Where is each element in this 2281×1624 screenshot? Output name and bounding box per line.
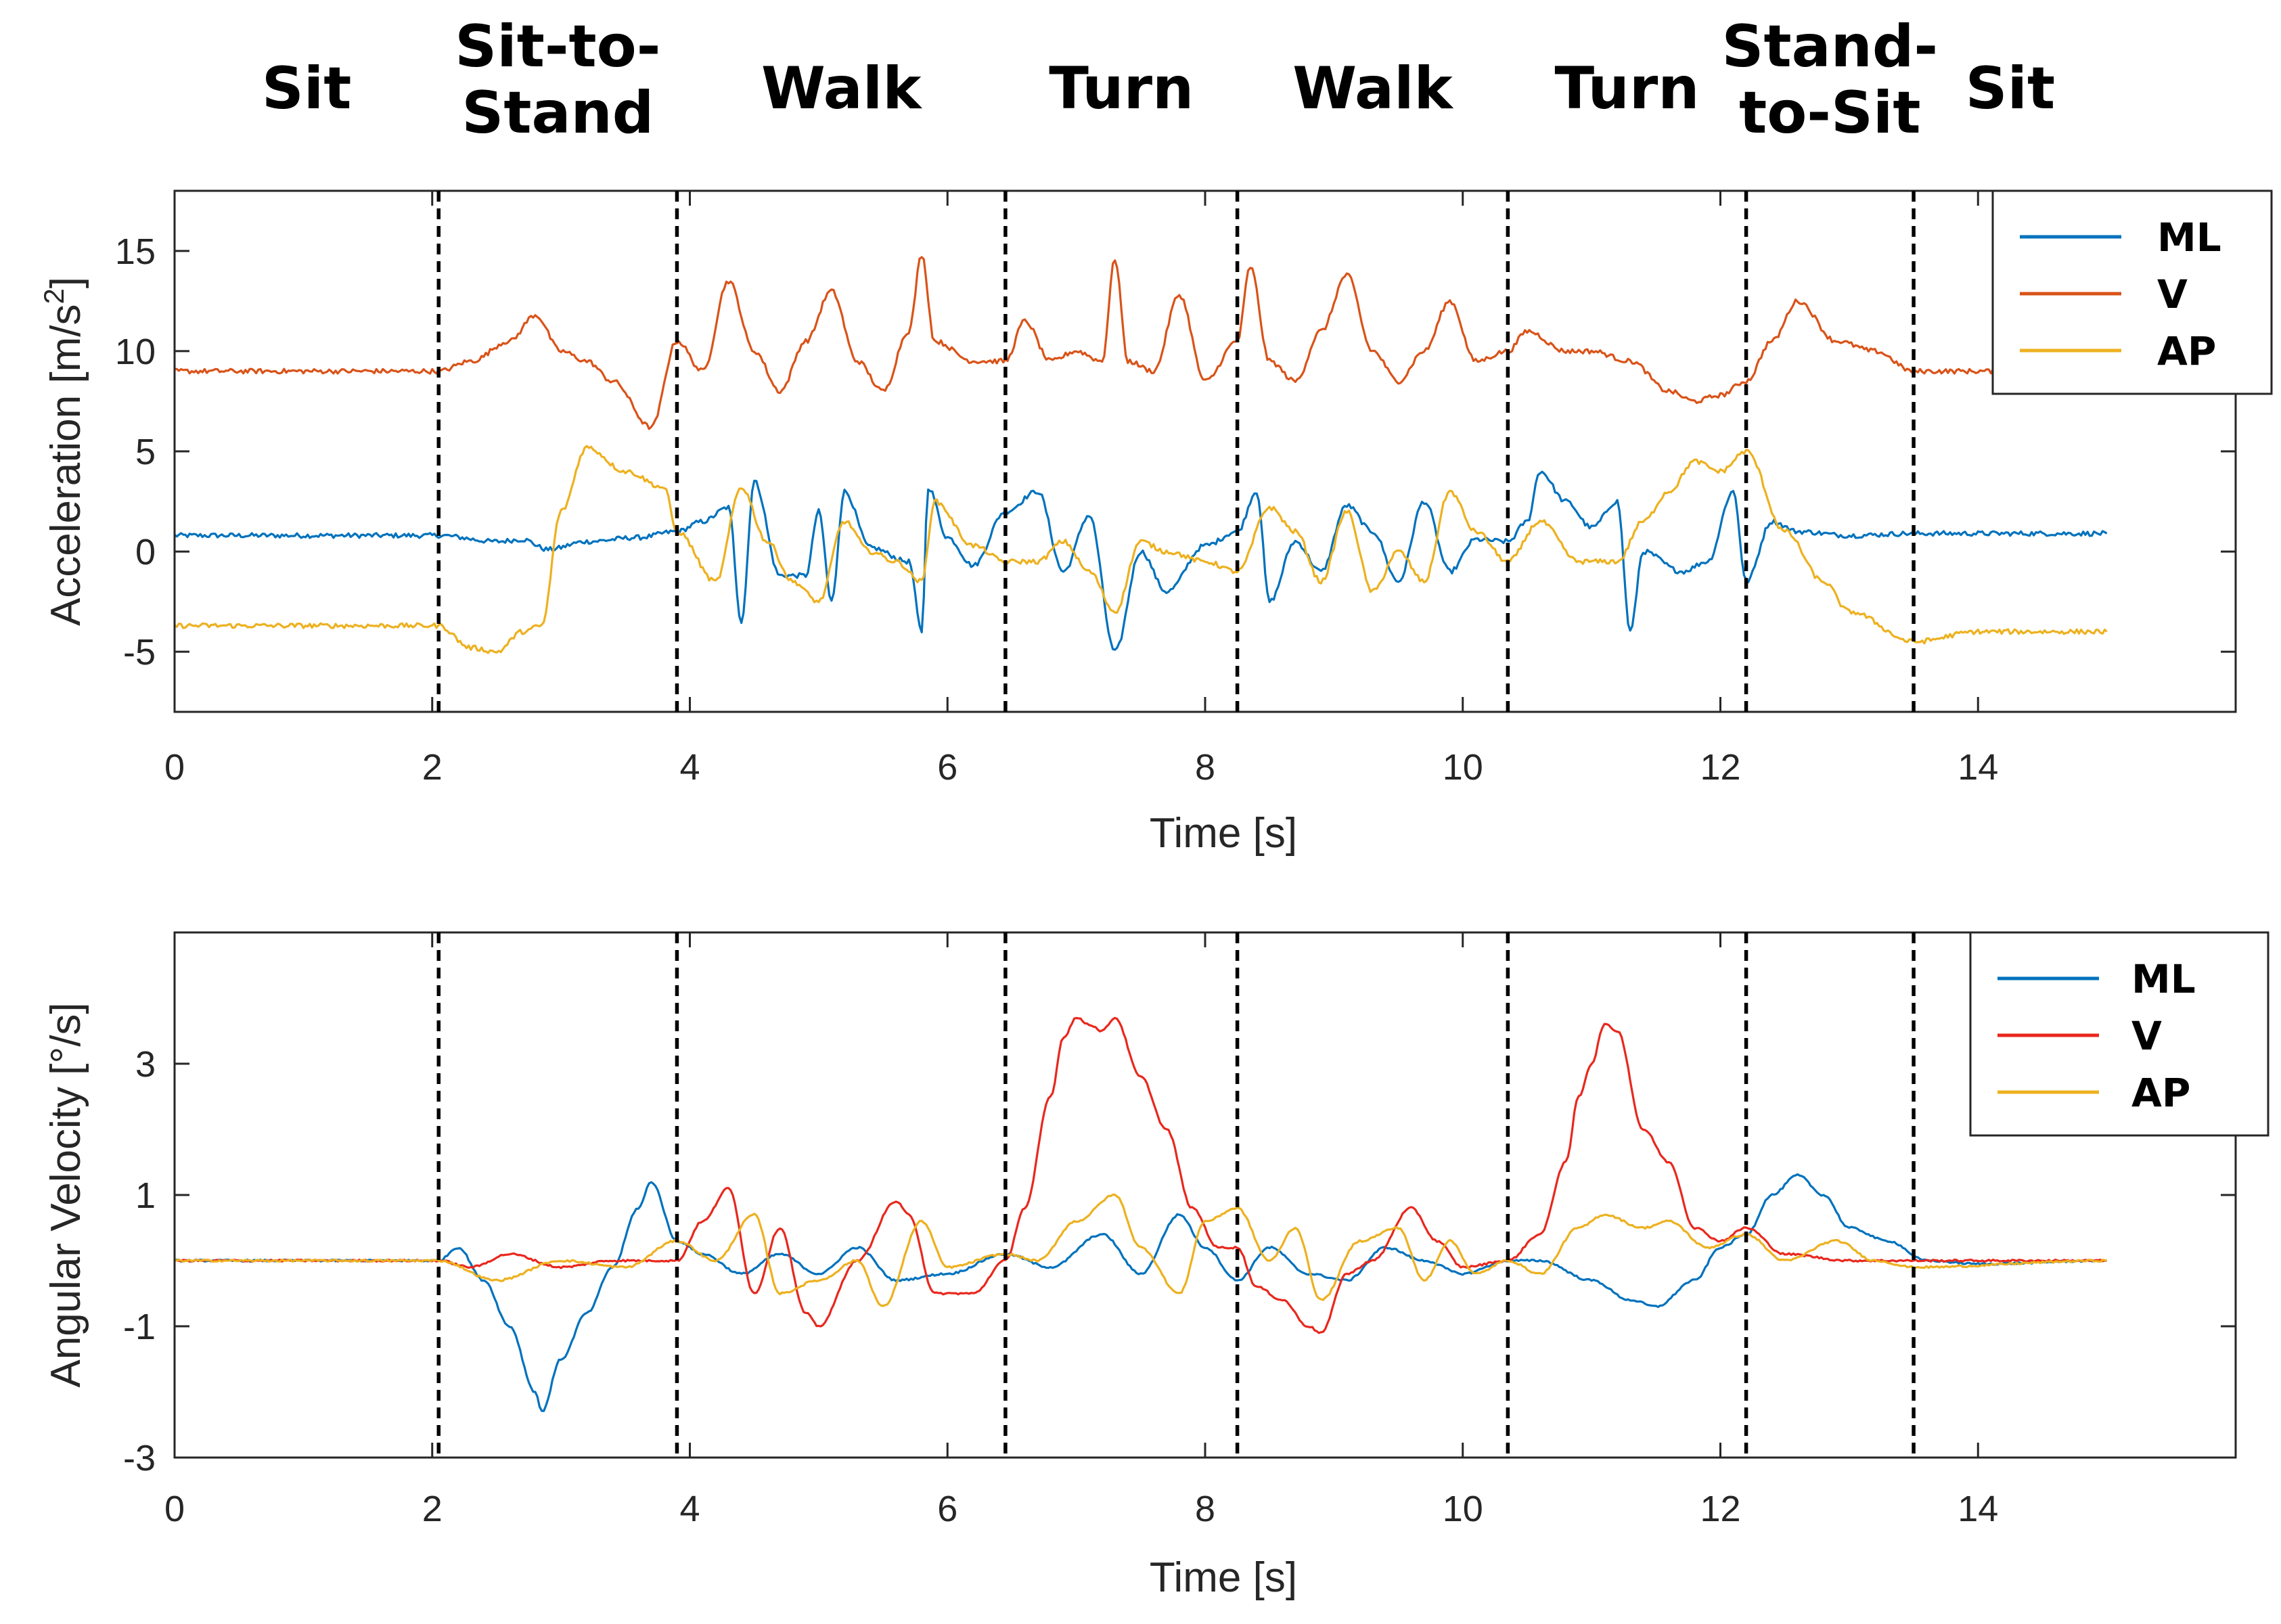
x-tick-label: 10 [1443, 747, 1483, 788]
x-tick-label: 8 [1195, 1489, 1215, 1529]
legend-label-ml: ML [2131, 956, 2196, 1002]
legend-label-ml: ML [2157, 215, 2221, 261]
angular-velocity-y-axis-label: Angular Velocity [°/s] [43, 1002, 89, 1387]
y-tick-label: -3 [123, 1438, 156, 1479]
x-tick-label: 0 [164, 1489, 185, 1529]
x-tick-label: 4 [679, 1489, 700, 1529]
y-tick-label: 0 [135, 532, 156, 572]
series-line-ap [174, 1193, 2107, 1307]
series-line-ml [174, 470, 2108, 651]
x-tick-label: 6 [937, 1489, 957, 1529]
acceleration-chart: 0 2 4 6 8 10 12 14 -5 0 5 10 15 Time [s] Acceleratio… [38, 189, 2273, 857]
x-tick-label: 2 [422, 747, 443, 788]
phase-label: Turn [1049, 55, 1194, 122]
x-tick-label: 14 [1958, 1489, 1998, 1529]
phase-labels: Sit Sit-to-Stand Walk Turn Walk Turn Stand-to-… [262, 13, 2055, 147]
angular-velocity-chart: 0 2 4 6 8 10 12 14 -3 -1 1 3 Time [s] Angular Veloc… [43, 931, 2269, 1601]
x-tick-label: 14 [1958, 747, 1998, 788]
y-tick-label: 10 [115, 332, 156, 372]
series-line-ml [174, 1173, 2107, 1412]
acceleration-y-axis-label: Acceleration [m/s2] [38, 277, 89, 626]
legend-label-ap: AP [2131, 1070, 2190, 1116]
x-tick-label: 10 [1443, 1489, 1483, 1529]
series-line-v [174, 1016, 2107, 1334]
x-tick-label: 12 [1700, 747, 1740, 788]
phase-label: Stand-to-Sit [1722, 13, 1939, 147]
angular-velocity-x-axis-label: Time [s] [1150, 1554, 1297, 1601]
angular-velocity-lines [174, 1016, 2107, 1412]
phase-label: Walk [1292, 55, 1453, 122]
acceleration-ticks: 0 2 4 6 8 10 12 14 -5 0 5 10 15 [115, 191, 2236, 788]
y-tick-label: 5 [135, 432, 156, 472]
acceleration-legend: ML V AP [1991, 189, 2273, 395]
acceleration-x-axis-label: Time [s] [1150, 810, 1297, 857]
acceleration-legend-entries: ML V AP [2020, 215, 2221, 374]
legend-label-v: V [2131, 1013, 2162, 1059]
phase-label: Sit [1966, 55, 2056, 122]
x-tick-label: 8 [1195, 747, 1215, 788]
y-tick-label: 15 [115, 231, 156, 272]
x-tick-label: 4 [679, 747, 700, 788]
series-line-v [174, 256, 2108, 430]
y-tick-label: -5 [123, 632, 156, 673]
y-tick-label: 3 [135, 1044, 156, 1085]
x-tick-label: 12 [1700, 1489, 1740, 1529]
x-tick-label: 2 [422, 1489, 443, 1529]
angular-velocity-legend: ML V AP [1969, 931, 2269, 1137]
legend-label-ap: AP [2157, 328, 2216, 374]
series-line-ap [173, 445, 2108, 654]
phase-label: Walk [761, 55, 922, 122]
legend-label-v: V [2157, 271, 2188, 317]
x-tick-label: 6 [937, 747, 957, 788]
acceleration-lines [173, 256, 2108, 654]
phase-label: Sit-to-Stand [455, 13, 660, 147]
y-tick-label: -1 [123, 1307, 156, 1347]
x-tick-label: 0 [164, 747, 185, 788]
angular-velocity-legend-entries: ML V AP [1997, 956, 2196, 1116]
phase-label: Turn [1554, 55, 1699, 122]
angular-velocity-ticks: 0 2 4 6 8 10 12 14 -3 -1 1 3 [123, 932, 2236, 1529]
y-tick-label: 1 [135, 1175, 156, 1216]
phase-label: Sit [262, 55, 352, 122]
